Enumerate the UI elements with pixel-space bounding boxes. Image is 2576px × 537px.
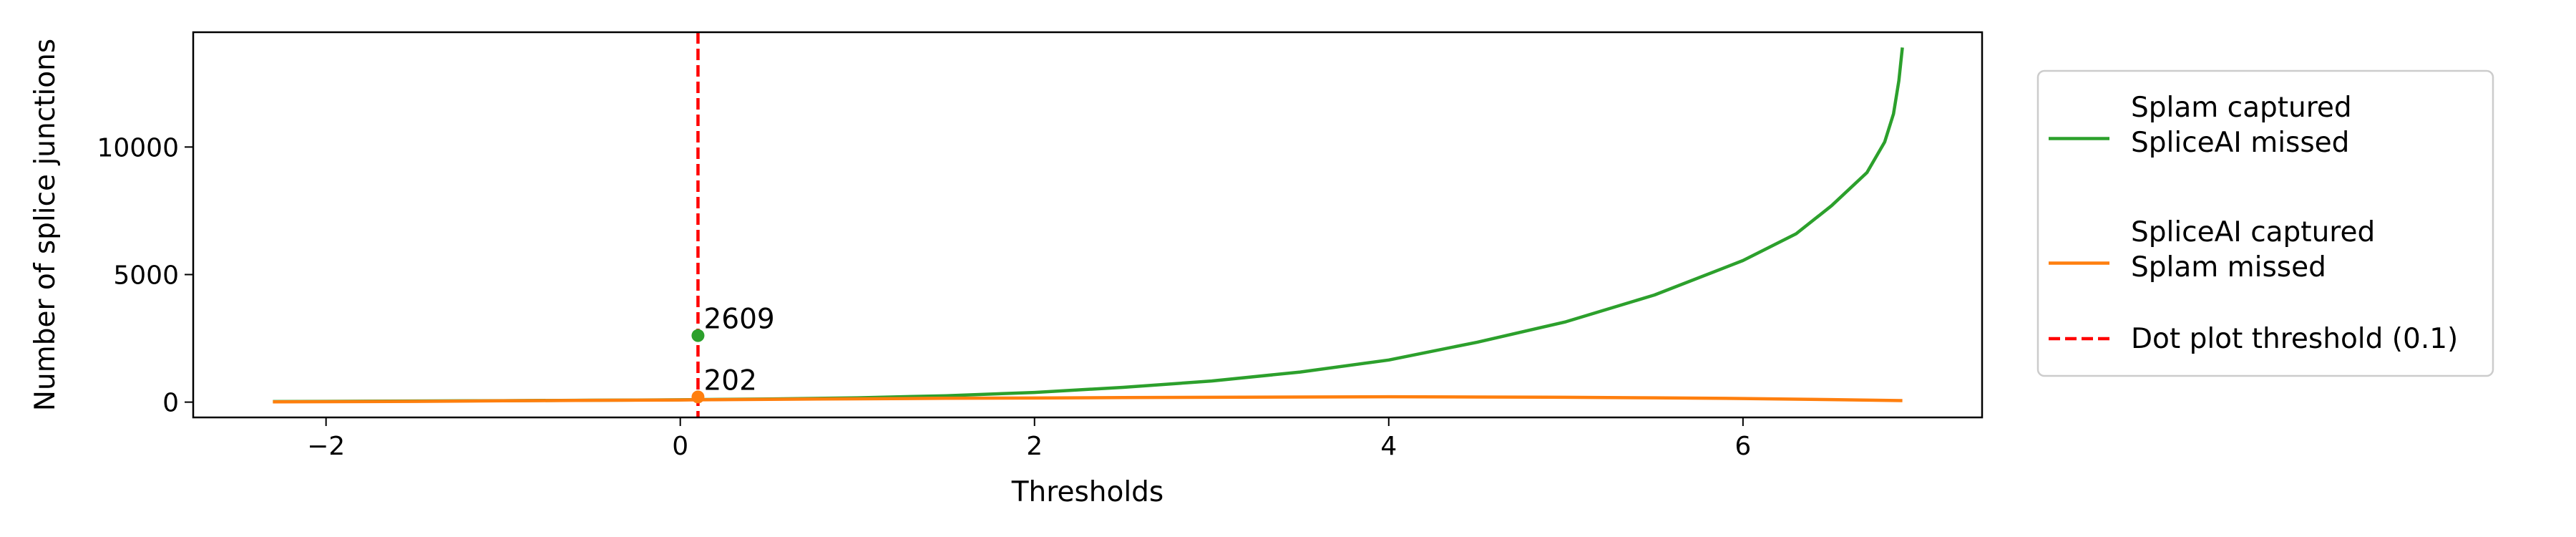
legend-label: Splam captured SpliceAI missed [2131,92,2352,159]
legend: Splam captured SpliceAI missed SpliceAI ca… [2036,69,2494,377]
legend-box [2036,69,2494,377]
annotation-point [691,390,705,404]
annotation-point [691,329,705,342]
series-line-1 [273,395,1903,404]
y-tick-label: 5000 [113,261,179,290]
plot-area [273,32,1904,417]
x-axis-label: Thresholds [1011,476,1164,508]
x-tick-label: −2 [307,432,345,461]
x-axis: −2 0 2 4 6 [307,417,1751,461]
x-tick-label: 0 [672,432,688,461]
y-axis: 0 5000 10000 [97,133,193,418]
x-tick-label: 6 [1735,432,1751,461]
x-tick-label: 4 [1380,432,1397,461]
plot-frame [192,31,1984,419]
annotation-label: 202 [703,364,756,397]
legend-label: Dot plot threshold (0.1) [2131,323,2458,355]
x-tick-label: 2 [1026,432,1043,461]
y-axis-label: Number of splice junctions [29,39,62,411]
annotation-label: 2609 [703,304,774,336]
y-tick-label: 10000 [97,133,179,163]
legend-label: SpliceAI captured Splam missed [2131,216,2375,284]
y-tick-label: 0 [162,389,179,418]
annotations: 2609 202 [691,304,775,404]
